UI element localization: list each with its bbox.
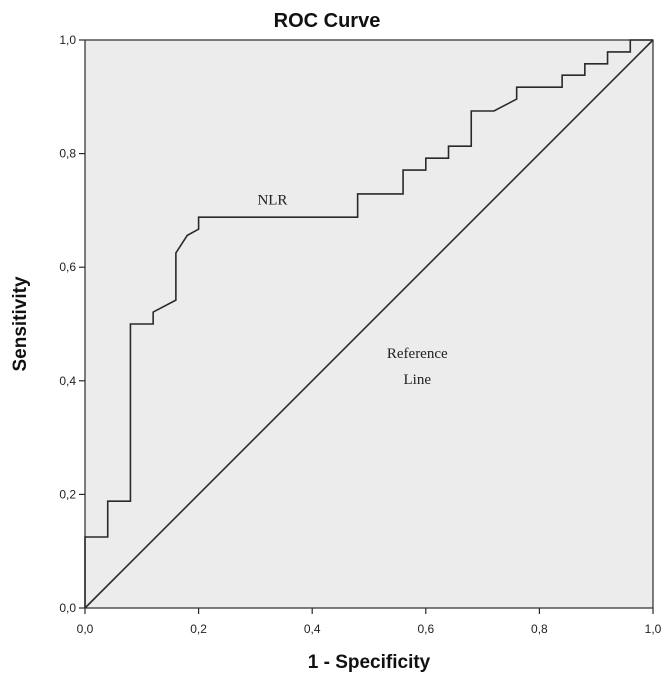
y-tick-label: 0,6 (59, 260, 76, 274)
x-axis-label: 1 - Specificity (308, 652, 431, 673)
x-tick-label: 0,4 (304, 622, 321, 636)
y-axis-label: Sensitivity (10, 276, 31, 371)
reference-line-label: Line (404, 372, 432, 388)
annotation-layer: NLR Reference Line (257, 193, 448, 388)
y-tick-label: 0,0 (59, 601, 76, 615)
x-axis-ticks: 0,0 0,2 0,4 0,6 0,8 1,0 (77, 608, 662, 636)
reference-line-label: Reference (387, 346, 448, 362)
series-layer (84, 39, 654, 609)
chart-title: ROC Curve (274, 10, 381, 32)
x-tick-label: 1,0 (645, 622, 662, 636)
y-tick-label: 1,0 (59, 33, 76, 47)
y-tick-label: 0,8 (59, 147, 76, 161)
y-axis-ticks: 0,0 0,2 0,4 0,6 0,8 1,0 (59, 33, 85, 615)
reference-line (84, 39, 654, 609)
x-tick-label: 0,2 (190, 622, 207, 636)
nlr-roc-curve (84, 39, 653, 608)
x-tick-label: 0,0 (77, 622, 94, 636)
nlr-curve-label: NLR (257, 193, 287, 209)
y-tick-label: 0,4 (59, 374, 76, 388)
y-tick-label: 0,2 (59, 487, 76, 501)
x-tick-label: 0,6 (417, 622, 434, 636)
x-tick-label: 0,8 (531, 622, 548, 636)
